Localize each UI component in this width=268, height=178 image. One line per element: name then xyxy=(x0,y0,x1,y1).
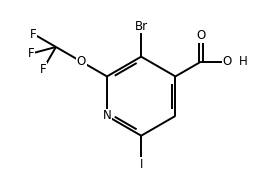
Text: O: O xyxy=(196,29,206,42)
Text: Br: Br xyxy=(135,20,148,33)
Text: O: O xyxy=(222,55,231,68)
Text: F: F xyxy=(40,63,46,76)
Text: F: F xyxy=(30,28,37,41)
Text: N: N xyxy=(103,109,111,122)
Text: H: H xyxy=(239,55,248,68)
Text: O: O xyxy=(77,55,86,68)
Text: F: F xyxy=(28,47,34,60)
Text: I: I xyxy=(140,158,143,171)
